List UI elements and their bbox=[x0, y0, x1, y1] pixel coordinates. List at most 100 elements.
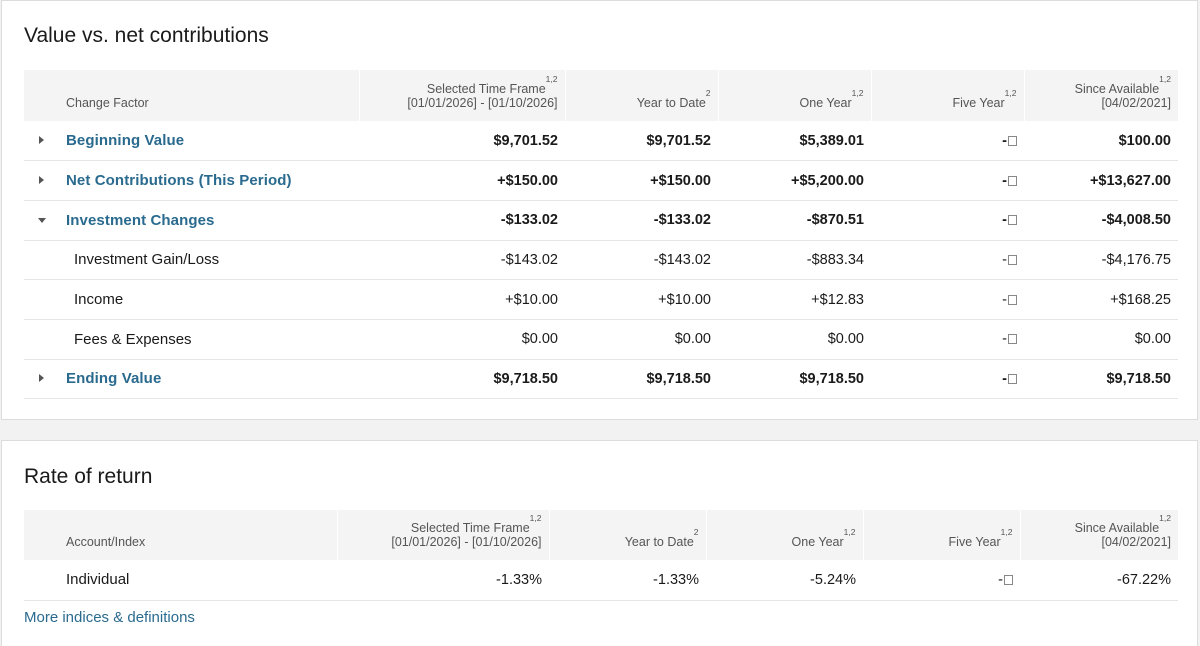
table-row: Investment Gain/Loss -$143.02 -$143.02 -$88… bbox=[24, 240, 1178, 281]
column-date-range: [04/02/2021] bbox=[1101, 535, 1171, 549]
caret-right-icon[interactable] bbox=[39, 135, 44, 144]
rate-of-return-card: Rate of return Account/Index Selected Tim… bbox=[1, 440, 1198, 646]
cell-value: $0.00 bbox=[827, 331, 864, 348]
value-cell: $9,718.50 bbox=[565, 359, 718, 400]
missing-glyph-icon bbox=[1008, 254, 1017, 265]
row-label: Income bbox=[74, 291, 124, 309]
value-cell: -67.22% bbox=[1020, 560, 1178, 601]
footnote-marker: 1,2 bbox=[851, 88, 864, 98]
value-cell: $0.00 bbox=[565, 319, 718, 360]
value-cell: -$133.02 bbox=[359, 200, 565, 241]
cell-value: -$133.02 bbox=[500, 212, 558, 229]
cell-value: +$150.00 bbox=[497, 172, 558, 189]
caret-right-icon[interactable] bbox=[39, 175, 44, 184]
value-cell: -$4,176.75 bbox=[1024, 240, 1178, 281]
missing-glyph-icon bbox=[1008, 215, 1017, 226]
caret-down-icon[interactable] bbox=[38, 218, 46, 224]
column-header-label: Since Available bbox=[1074, 82, 1160, 96]
value-cell: $0.00 bbox=[718, 319, 871, 360]
cell-value: +$5,200.00 bbox=[791, 172, 864, 189]
cell-value: +$150.00 bbox=[650, 172, 711, 189]
missing-glyph-icon bbox=[1008, 175, 1017, 186]
footnote-marker: 1,2 bbox=[843, 527, 856, 537]
cell-value: -5.24% bbox=[810, 571, 856, 588]
value-cell: $0.00 bbox=[1024, 319, 1178, 360]
column-date-range: [04/02/2021] bbox=[1101, 96, 1171, 110]
not-available-cell: - bbox=[863, 560, 1020, 601]
row-label: Investment Gain/Loss bbox=[74, 251, 220, 269]
column-header: Selected Time Frame1,2 [01/01/2026] - [01… bbox=[359, 70, 566, 121]
cell-value: +$168.25 bbox=[1110, 291, 1171, 308]
row-label-cell: Investment Changes bbox=[24, 200, 359, 241]
column-header: Change Factor bbox=[24, 70, 360, 121]
column-header: Year to Date2 bbox=[565, 70, 719, 121]
column-header: Since Available1,2 [04/02/2021] bbox=[1020, 510, 1178, 560]
table-row: Fees & Expenses $0.00 $0.00 $0.00 - $0.00 bbox=[24, 319, 1178, 360]
row-label-cell: Fees & Expenses bbox=[24, 319, 359, 360]
table-row: Income +$10.00 +$10.00 +$12.83 - +$168.25 bbox=[24, 279, 1178, 320]
not-available-cell: - bbox=[871, 160, 1024, 201]
column-header-label: Selected Time Frame bbox=[410, 521, 530, 535]
cell-value: -$133.02 bbox=[653, 212, 711, 229]
return-section-title: Rate of return bbox=[24, 465, 153, 488]
column-header-label: Account/Index bbox=[66, 535, 146, 549]
column-header: One Year1,2 bbox=[706, 510, 864, 560]
footnote-marker: 1,2 bbox=[1004, 88, 1017, 98]
value-cell: -$870.51 bbox=[718, 200, 871, 241]
return-table-body: Individual -1.33% -1.33% -5.24% - -67.22% bbox=[24, 560, 1178, 601]
cell-value: -$870.51 bbox=[806, 212, 864, 229]
cell-value: -$143.02 bbox=[500, 251, 558, 268]
column-header-label: Year to Date bbox=[636, 96, 706, 110]
row-label: Fees & Expenses bbox=[74, 330, 192, 348]
row-expand-link[interactable]: Ending Value bbox=[66, 370, 162, 388]
table-row[interactable]: Ending Value $9,718.50 $9,718.50 $9,718.50 -… bbox=[24, 359, 1178, 400]
table-row[interactable]: Beginning Value $9,701.52 $9,701.52 $5,389.… bbox=[24, 121, 1178, 162]
footnote-marker: 2 bbox=[693, 527, 699, 537]
row-label-cell: Ending Value bbox=[24, 359, 359, 400]
column-header: Year to Date2 bbox=[549, 510, 707, 560]
value-cell: $9,701.52 bbox=[565, 121, 718, 162]
value-table-header: Change Factor Selected Time Frame1,2 [01/0… bbox=[24, 70, 1178, 121]
missing-glyph-icon bbox=[1008, 334, 1017, 345]
column-header: Five Year1,2 bbox=[863, 510, 1021, 560]
caret-right-icon[interactable] bbox=[39, 373, 44, 382]
cell-value: $9,701.52 bbox=[646, 132, 711, 149]
value-cell: -5.24% bbox=[706, 560, 863, 601]
value-cell: $9,718.50 bbox=[1024, 359, 1178, 400]
cell-value: - bbox=[998, 571, 1003, 588]
cell-value: $9,718.50 bbox=[1106, 370, 1171, 387]
value-cell: -$133.02 bbox=[565, 200, 718, 241]
column-header: Selected Time Frame1,2 [01/01/2026] - [01… bbox=[337, 510, 550, 560]
value-cell: +$5,200.00 bbox=[718, 160, 871, 201]
footnote-marker: 1,2 bbox=[1159, 513, 1171, 523]
cell-value: -1.33% bbox=[496, 571, 542, 588]
table-row[interactable]: Investment Changes -$133.02 -$133.02 -$870.… bbox=[24, 200, 1178, 241]
value-cell: -$4,008.50 bbox=[1024, 200, 1178, 241]
row-label-cell: Income bbox=[24, 279, 359, 320]
cell-value: $0.00 bbox=[674, 331, 711, 348]
table-row[interactable]: Net Contributions (This Period) +$150.00 +… bbox=[24, 160, 1178, 201]
value-cell: +$150.00 bbox=[359, 160, 565, 201]
value-cell: +$13,627.00 bbox=[1024, 160, 1178, 201]
value-cell: +$10.00 bbox=[359, 279, 565, 320]
row-expand-link[interactable]: Investment Changes bbox=[66, 211, 215, 229]
value-cell: $9,701.52 bbox=[359, 121, 565, 162]
row-expand-link[interactable]: Net Contributions (This Period) bbox=[66, 172, 292, 190]
row-label-cell: Investment Gain/Loss bbox=[24, 240, 359, 281]
cell-value: $9,701.52 bbox=[493, 132, 558, 149]
row-label-cell: Beginning Value bbox=[24, 121, 359, 162]
not-available-cell: - bbox=[871, 319, 1024, 360]
more-indices-link[interactable]: More indices & definitions bbox=[24, 609, 195, 626]
row-expand-link[interactable]: Beginning Value bbox=[66, 132, 185, 150]
footnote-marker: 1,2 bbox=[529, 513, 542, 523]
column-header-label: Change Factor bbox=[66, 96, 149, 110]
cell-value: - bbox=[1002, 172, 1007, 189]
value-cell: -$143.02 bbox=[359, 240, 565, 281]
value-table: Change Factor Selected Time Frame1,2 [01/0… bbox=[24, 70, 1178, 400]
value-cell: +$12.83 bbox=[718, 279, 871, 320]
footnote-marker: 1,2 bbox=[1159, 74, 1171, 84]
column-header-label: Since Available bbox=[1074, 521, 1160, 535]
cell-value: +$10.00 bbox=[505, 291, 558, 308]
cell-value: $0.00 bbox=[521, 331, 558, 348]
missing-glyph-icon bbox=[1008, 294, 1017, 305]
